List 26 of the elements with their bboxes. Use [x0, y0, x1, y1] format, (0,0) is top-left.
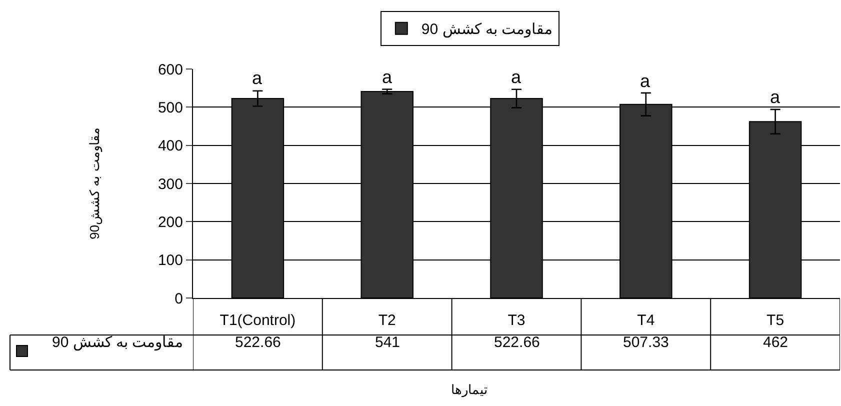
data-label: 462 [763, 334, 788, 351]
data-label: 522.66 [235, 334, 281, 351]
legend-label: مقاومت به کشش 90 [421, 21, 553, 38]
x-tick-label: T4 [637, 312, 655, 329]
data-label: 507.33 [623, 334, 669, 351]
x-axis-title: تیمارها [451, 382, 488, 398]
text: مقاومت به کشش 90 [52, 334, 184, 351]
y-tick-label: 300 [158, 176, 183, 193]
y-tick-label: 200 [158, 214, 183, 231]
x-tick-label: T5 [766, 312, 784, 329]
annotation: a [640, 71, 651, 91]
y-axis-title: مقاومت به کشش90 [86, 128, 103, 240]
annotation: a [511, 67, 522, 87]
y-tick-label: 0 [174, 290, 183, 308]
data-label: 522.66 [494, 334, 540, 351]
y-tick-label: 600 [158, 61, 183, 78]
data-label: 541 [375, 334, 400, 351]
x-tick-label: T1(Control) [220, 312, 296, 329]
y-tick-label: 400 [158, 138, 183, 155]
annotation: a [382, 67, 393, 87]
annotation: a [770, 87, 781, 107]
annotation: a [252, 68, 263, 88]
x-tick-label: T2 [378, 312, 396, 329]
y-tick-label: 100 [158, 252, 183, 270]
y-tick-label: 500 [158, 99, 183, 116]
x-tick-label: T3 [508, 312, 526, 329]
